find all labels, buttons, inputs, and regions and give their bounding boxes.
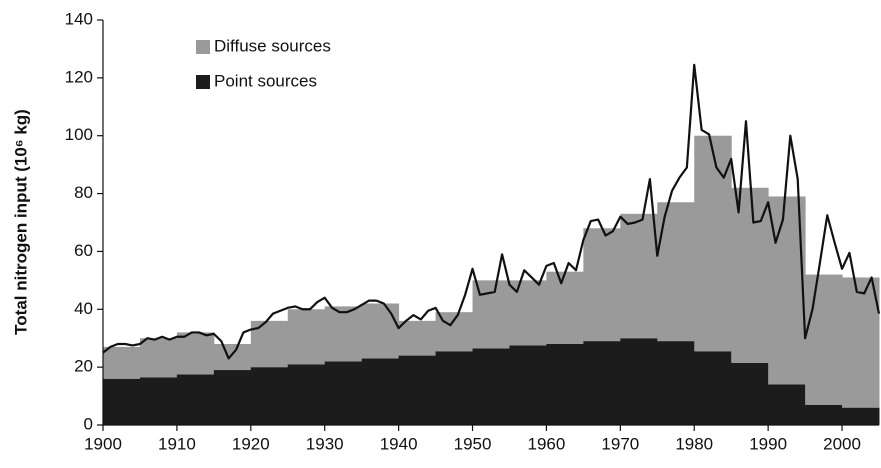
y-tick-label: 60 <box>74 241 93 260</box>
legend-label: Point sources <box>214 71 317 90</box>
bar-segment <box>103 346 141 379</box>
bar-segment <box>103 378 141 425</box>
bar-segment <box>361 303 400 359</box>
x-tick-label: 1960 <box>528 434 566 453</box>
x-tick-label: 1980 <box>675 434 713 453</box>
total-line <box>102 63 881 360</box>
bar-segment <box>139 338 178 378</box>
bar-segment <box>805 274 843 405</box>
legend-label: Diffuse sources <box>214 36 331 55</box>
bar-segment <box>694 135 732 352</box>
x-tick-label: 1930 <box>306 434 344 453</box>
bar-segment <box>287 364 326 425</box>
bar-segment <box>842 277 880 408</box>
bar-segment <box>509 345 547 425</box>
y-tick-label: 120 <box>65 67 93 86</box>
y-tick-label: 80 <box>74 183 93 202</box>
bar-segment <box>398 320 437 356</box>
y-tick-label: 20 <box>74 357 93 376</box>
bar-segment <box>805 404 843 425</box>
x-tick-label: 1900 <box>84 434 122 453</box>
x-tick-label: 1990 <box>749 434 787 453</box>
y-tick-label: 0 <box>84 414 93 433</box>
x-tick-label: 2000 <box>823 434 861 453</box>
x-tick-label: 1970 <box>601 434 639 453</box>
legend-swatch <box>196 40 210 54</box>
bar-segment <box>657 341 695 425</box>
y-axis-label: Total nitrogen input (10⁶ kg) <box>11 109 30 335</box>
bar-segment <box>398 355 437 425</box>
bar-segment <box>324 361 363 425</box>
bar-segment <box>361 358 400 425</box>
bar-segment <box>176 374 215 425</box>
bar-segment <box>213 370 252 425</box>
bar-segment <box>842 407 880 425</box>
bar-segment <box>583 341 621 425</box>
bar-segment <box>768 384 806 425</box>
bar-segment <box>620 213 658 339</box>
x-tick-label: 1920 <box>232 434 270 453</box>
bar-segment <box>546 271 584 344</box>
y-tick-label: 40 <box>74 299 93 318</box>
bar-segment <box>250 367 289 425</box>
bar-segment <box>176 332 215 375</box>
bar-segment <box>472 348 510 425</box>
bar-segment <box>620 338 658 425</box>
bar-segment <box>583 228 621 342</box>
y-tick-label: 140 <box>65 9 93 28</box>
x-tick-label: 1940 <box>380 434 418 453</box>
bar-segment <box>731 362 769 425</box>
bar-segment <box>546 344 584 425</box>
bar-segment <box>324 306 363 362</box>
bar-segment <box>694 351 732 425</box>
x-tick-label: 1950 <box>454 434 492 453</box>
legend-swatch <box>196 75 210 89</box>
y-tick-label: 100 <box>65 125 93 144</box>
x-tick-label: 1910 <box>158 434 196 453</box>
bar-segment <box>213 344 252 371</box>
bar-segment <box>139 377 178 425</box>
bar-segment <box>287 309 326 365</box>
bar-segment <box>435 351 474 425</box>
